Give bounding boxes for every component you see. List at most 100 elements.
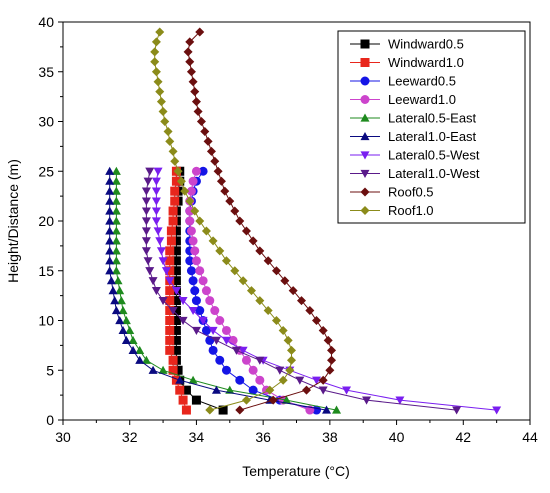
- data-point: [188, 375, 198, 384]
- data-point: [185, 57, 195, 67]
- data-point: [163, 126, 173, 136]
- legend-marker: [360, 76, 370, 86]
- data-point: [216, 176, 226, 186]
- data-point: [327, 355, 337, 365]
- legend-marker: [360, 151, 370, 160]
- series-lateral0-5-west: [151, 167, 502, 415]
- legend-marker: [360, 95, 370, 104]
- data-point: [191, 97, 201, 107]
- data-point: [141, 355, 151, 364]
- data-point: [215, 316, 225, 325]
- legend-item-lateral0-5-west: Lateral0.5-West: [350, 148, 480, 163]
- data-point: [305, 306, 315, 316]
- data-point: [115, 286, 125, 295]
- data-point: [110, 296, 120, 305]
- data-point: [171, 306, 181, 316]
- data-point: [188, 77, 198, 87]
- data-point: [171, 345, 181, 355]
- data-point: [141, 227, 151, 236]
- data-point: [156, 97, 166, 107]
- data-point: [171, 266, 181, 276]
- data-point: [118, 325, 128, 335]
- data-point: [165, 325, 175, 335]
- data-point: [178, 316, 188, 325]
- data-point: [116, 296, 126, 305]
- data-point: [248, 385, 258, 395]
- x-axis-title: Temperature (°C): [242, 463, 350, 479]
- data-point: [150, 57, 160, 67]
- legend-label: Roof1.0: [388, 203, 434, 218]
- data-point: [185, 256, 195, 266]
- data-point: [286, 355, 296, 365]
- data-point: [186, 226, 196, 236]
- legend-marker: [360, 58, 370, 67]
- legend-label: Windward1.0: [388, 55, 464, 70]
- data-point: [143, 257, 153, 266]
- data-point: [153, 167, 163, 176]
- data-point: [128, 345, 138, 354]
- data-point: [168, 216, 178, 226]
- data-point: [312, 376, 322, 385]
- y-tick-label: 35: [38, 64, 54, 80]
- data-point: [111, 166, 121, 175]
- data-point: [322, 405, 332, 414]
- data-point: [158, 297, 168, 306]
- data-point: [165, 306, 175, 316]
- legend-item-lateral1-0-west: Lateral1.0-West: [350, 166, 480, 181]
- data-point: [201, 286, 211, 296]
- y-tick-label: 10: [38, 313, 54, 329]
- data-point: [171, 375, 181, 385]
- data-point: [196, 117, 206, 126]
- data-point: [268, 395, 278, 405]
- data-point: [171, 246, 181, 256]
- x-tick-label: 40: [389, 429, 405, 445]
- data-point: [255, 296, 265, 306]
- data-point: [188, 236, 198, 246]
- legend-label: Lateral1.0-West: [388, 166, 480, 181]
- data-point: [205, 405, 215, 415]
- data-point: [166, 226, 176, 236]
- data-point: [231, 346, 241, 355]
- data-point: [151, 217, 161, 226]
- data-point: [105, 236, 115, 245]
- data-point: [158, 107, 168, 117]
- data-point: [160, 117, 170, 126]
- data-point: [111, 266, 121, 275]
- data-point: [171, 335, 181, 345]
- data-point: [332, 405, 342, 414]
- data-point: [171, 256, 181, 266]
- data-point: [325, 365, 335, 375]
- data-point: [111, 226, 121, 235]
- data-point: [165, 246, 175, 256]
- data-point: [165, 345, 175, 355]
- y-tick-label: 25: [38, 163, 54, 179]
- data-point: [265, 385, 275, 395]
- legend-label: Leeward1.0: [388, 92, 456, 107]
- data-point: [151, 37, 161, 47]
- y-tick-label: 20: [38, 213, 54, 229]
- data-point: [171, 226, 181, 236]
- data-point: [170, 196, 180, 206]
- data-point: [115, 316, 125, 325]
- data-point: [221, 365, 231, 375]
- data-point: [208, 326, 218, 335]
- data-point: [118, 306, 128, 315]
- data-point: [145, 167, 155, 176]
- data-point: [105, 226, 115, 235]
- data-point: [151, 67, 161, 77]
- x-tick-label: 36: [255, 429, 271, 445]
- data-point: [302, 385, 312, 395]
- data-point: [171, 276, 181, 286]
- data-point: [141, 207, 151, 216]
- data-point: [198, 316, 208, 325]
- legend-label: Leeward0.5: [388, 74, 456, 89]
- data-point: [235, 375, 245, 385]
- data-point: [186, 67, 196, 77]
- series-roof0-5: [183, 27, 337, 415]
- data-point: [111, 256, 121, 265]
- data-point: [105, 266, 115, 275]
- data-point: [195, 266, 205, 276]
- data-point: [452, 406, 462, 415]
- data-point: [151, 177, 161, 186]
